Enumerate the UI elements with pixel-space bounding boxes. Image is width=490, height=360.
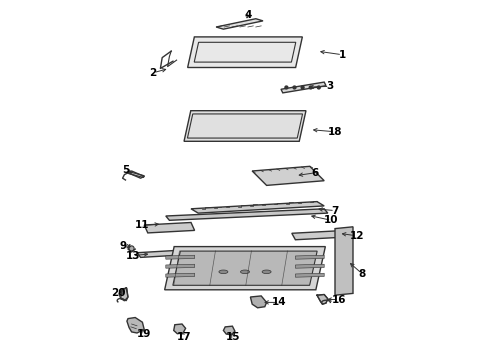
Circle shape (285, 86, 288, 89)
Polygon shape (166, 264, 195, 268)
Text: 20: 20 (111, 288, 125, 298)
Text: 10: 10 (324, 215, 339, 225)
Circle shape (293, 86, 296, 89)
Polygon shape (121, 288, 128, 301)
Circle shape (309, 86, 312, 89)
Polygon shape (174, 324, 186, 334)
Polygon shape (127, 318, 144, 333)
Ellipse shape (241, 270, 249, 274)
Text: 1: 1 (339, 50, 346, 60)
Text: 16: 16 (331, 294, 346, 305)
Polygon shape (137, 250, 184, 257)
Circle shape (301, 86, 304, 89)
Polygon shape (128, 172, 144, 177)
Circle shape (318, 86, 320, 89)
Polygon shape (191, 202, 324, 213)
Polygon shape (252, 166, 324, 185)
Text: 17: 17 (176, 332, 191, 342)
Text: 12: 12 (349, 231, 364, 241)
Text: 4: 4 (245, 10, 252, 20)
Polygon shape (144, 222, 195, 233)
Text: 3: 3 (326, 81, 333, 91)
Polygon shape (295, 273, 324, 277)
Polygon shape (335, 227, 353, 295)
Text: 19: 19 (137, 329, 151, 339)
Text: 7: 7 (331, 206, 339, 216)
Polygon shape (188, 37, 302, 68)
Ellipse shape (219, 270, 228, 274)
Text: 9: 9 (120, 240, 127, 251)
Polygon shape (317, 294, 328, 304)
Polygon shape (295, 264, 324, 268)
Polygon shape (216, 19, 263, 29)
Polygon shape (166, 273, 195, 277)
Circle shape (129, 246, 134, 251)
Polygon shape (165, 247, 325, 290)
Polygon shape (166, 255, 195, 259)
Polygon shape (281, 82, 326, 93)
Text: 11: 11 (135, 220, 149, 230)
Text: 8: 8 (358, 269, 366, 279)
Text: 18: 18 (328, 127, 342, 137)
Ellipse shape (262, 270, 271, 274)
Polygon shape (166, 209, 328, 220)
Polygon shape (295, 255, 324, 259)
Polygon shape (292, 230, 349, 240)
Text: 13: 13 (125, 251, 140, 261)
Text: 5: 5 (122, 165, 130, 175)
Text: 15: 15 (226, 332, 241, 342)
Text: 6: 6 (312, 168, 319, 178)
Polygon shape (250, 296, 267, 308)
Polygon shape (223, 326, 235, 335)
Text: 14: 14 (272, 297, 287, 307)
Polygon shape (184, 111, 306, 141)
Polygon shape (173, 251, 317, 285)
Text: 2: 2 (149, 68, 157, 78)
